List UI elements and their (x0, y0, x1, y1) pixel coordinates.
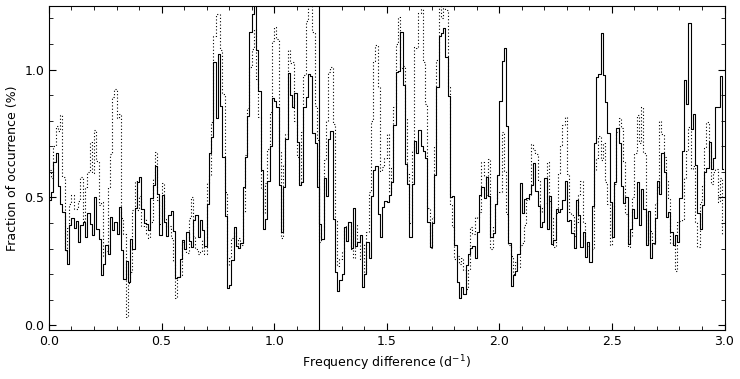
X-axis label: Frequency difference (d$^{-1}$): Frequency difference (d$^{-1}$) (302, 354, 471, 373)
Y-axis label: Fraction of occurrence (%): Fraction of occurrence (%) (6, 85, 18, 251)
